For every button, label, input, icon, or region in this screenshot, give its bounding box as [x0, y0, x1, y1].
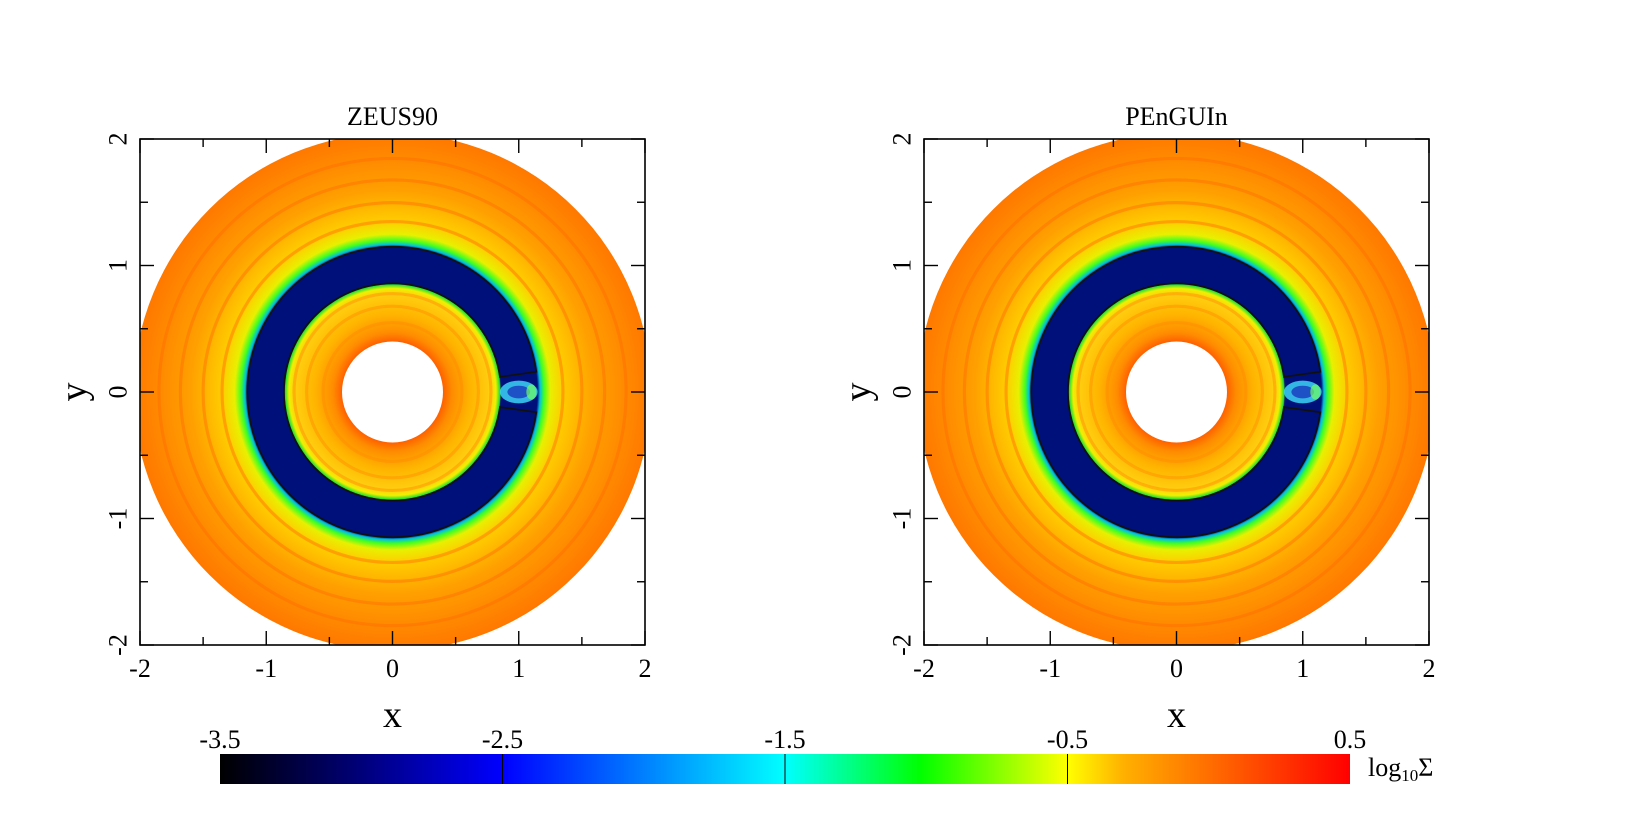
- density-ring: [1089, 304, 1264, 480]
- x-tick-label: 0: [1170, 654, 1183, 683]
- density-map: [140, 139, 645, 645]
- colorbar-tick-label: -0.5: [1047, 725, 1088, 754]
- y-tick-label: 1: [104, 259, 133, 272]
- panel-title: PEnGUIn: [1125, 102, 1228, 131]
- colorbar-tick-label: -1.5: [764, 725, 805, 754]
- density-ring: [1105, 320, 1248, 464]
- disk-surface-density: [140, 139, 645, 645]
- density-ring: [305, 304, 480, 480]
- panel-zeus90: -2 -1 0 1 2 -2 -1 0 1 2 ZEUS90 x y: [53, 102, 652, 736]
- y-tick-label: -2: [104, 634, 133, 656]
- x-tick-label: 1: [1296, 654, 1309, 683]
- disk-surface-density: [924, 139, 1429, 645]
- y-tick-label: -1: [104, 508, 133, 530]
- density-ring: [962, 178, 1391, 606]
- y-axis-label: y: [53, 383, 95, 402]
- density-ring: [178, 178, 607, 606]
- density-ring: [1076, 291, 1277, 493]
- y-tick-label: 1: [888, 259, 917, 272]
- density-ring: [292, 291, 493, 493]
- x-tick-label: -1: [1039, 654, 1061, 683]
- y-tick-label: -1: [888, 508, 917, 530]
- x-tick-label: 1: [512, 654, 525, 683]
- y-tick-label: 0: [888, 386, 917, 399]
- panel-penguin: -2 -1 0 1 2 -2 -1 0 1 2 PEnGUIn x y: [837, 102, 1436, 736]
- density-map: [924, 139, 1429, 645]
- density-ring: [201, 201, 584, 583]
- y-tick-label: 2: [104, 133, 133, 146]
- panel-title: ZEUS90: [347, 102, 438, 131]
- density-ring: [321, 320, 464, 464]
- planet-wake: [1283, 380, 1322, 404]
- density-ring: [985, 201, 1368, 583]
- density-ring: [1004, 219, 1349, 565]
- planet-wake: [499, 380, 538, 404]
- x-tick-label: -2: [129, 654, 151, 683]
- x-axis-label: x: [1167, 694, 1186, 736]
- x-tick-label: 2: [639, 654, 652, 683]
- x-tick-label: 0: [386, 654, 399, 683]
- gap-edge: [246, 245, 538, 539]
- y-tick-label: 2: [888, 133, 917, 146]
- gap-edge: [1030, 245, 1322, 539]
- colorbar-tick-label: 0.5: [1334, 725, 1367, 754]
- colorbar-label: log10Σ: [1368, 753, 1433, 785]
- density-ring: [941, 156, 1412, 628]
- y-tick-label: -2: [888, 634, 917, 656]
- y-tick-label: 0: [104, 386, 133, 399]
- x-tick-label: -2: [913, 654, 935, 683]
- colorbar-tick-label: -2.5: [482, 725, 523, 754]
- x-axis-label: x: [383, 694, 402, 736]
- density-ring: [220, 219, 565, 565]
- y-axis-label: y: [837, 383, 879, 402]
- x-tick-label: -1: [255, 654, 277, 683]
- colorbar-tick-label: -3.5: [199, 725, 240, 754]
- x-tick-label: 2: [1423, 654, 1436, 683]
- density-ring: [157, 156, 628, 628]
